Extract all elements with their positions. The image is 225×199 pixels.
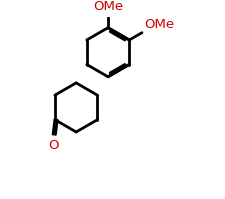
Text: OMe: OMe (144, 18, 174, 31)
Text: OMe: OMe (93, 0, 123, 13)
Text: O: O (48, 139, 58, 152)
